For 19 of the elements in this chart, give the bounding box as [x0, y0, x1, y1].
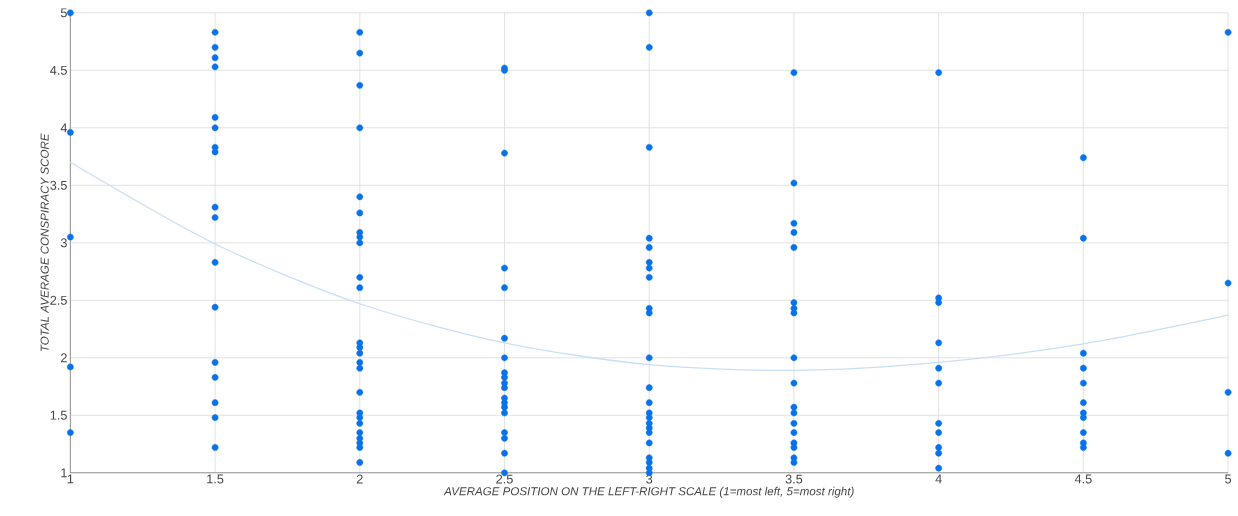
- x-tick-label: 2.5: [496, 474, 513, 484]
- y-tick-label: 4: [60, 123, 68, 133]
- y-tick-label: 2: [60, 353, 67, 363]
- y-tick-label: 1.5: [50, 410, 67, 420]
- y-tick-label: 3.5: [50, 180, 67, 190]
- x-tick-label: 4.5: [1074, 474, 1092, 484]
- x-tick-label: 3: [646, 474, 653, 484]
- y-tick-label: 2.5: [50, 295, 67, 305]
- x-tick-label: 4: [935, 474, 942, 484]
- x-tick-label: 5: [1225, 474, 1232, 484]
- y-tick-label: 3: [60, 238, 67, 248]
- y-tick-label: 4.5: [50, 65, 67, 75]
- y-axis-title: TOTAL AVERAGE CONSPIRACY SCORE: [40, 133, 49, 352]
- y-tick-label: 5: [60, 8, 67, 18]
- x-tick-label: 2: [356, 474, 363, 484]
- x-axis-title: AVERAGE POSITION ON THE LEFT-RIGHT SCALE (1=most left, 5=most right): [443, 486, 854, 498]
- line-series: [69, 161, 1229, 371]
- x-tick-label: 1.5: [207, 474, 224, 484]
- x-tick-label: 3.5: [785, 474, 803, 484]
